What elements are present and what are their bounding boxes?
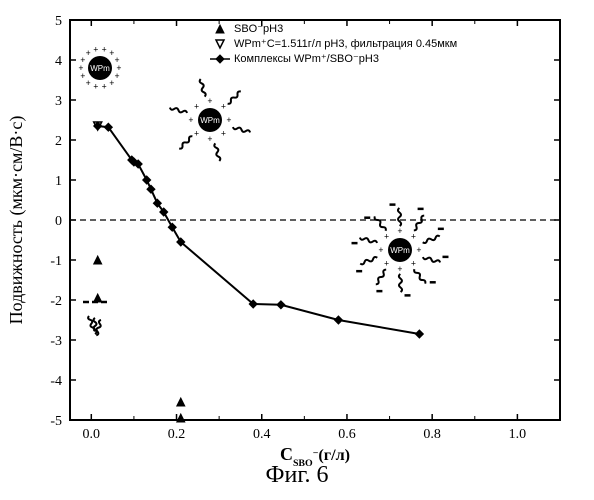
particle-icon: WPm++++++++	[352, 205, 449, 296]
svg-text:0.8: 0.8	[423, 427, 441, 442]
svg-text:+: +	[416, 245, 421, 255]
svg-text:-3: -3	[50, 334, 62, 349]
svg-text:+: +	[115, 55, 120, 65]
svg-text:+: +	[109, 78, 114, 88]
svg-text:2: 2	[55, 134, 62, 149]
svg-text:+: +	[86, 48, 91, 58]
svg-text:+: +	[194, 128, 199, 138]
svg-text:5: 5	[55, 14, 62, 29]
svg-text:+: +	[221, 128, 226, 138]
svg-text:-5: -5	[50, 414, 62, 429]
y-axis-label: Подвижность (мкм·см/В·с)	[6, 116, 27, 325]
svg-text:+: +	[207, 96, 212, 106]
svg-text:+: +	[221, 102, 226, 112]
svg-text:WPm: WPm	[390, 246, 410, 255]
svg-text:0.0: 0.0	[83, 427, 101, 442]
legend: SBO⁻pH3 WPm⁺C=1.511г/л pH3, фильтрация 0.…	[210, 23, 457, 65]
svg-text:3: 3	[55, 94, 62, 109]
svg-text:SBO⁻pH3: SBO⁻pH3	[234, 23, 283, 35]
svg-text:+: +	[411, 232, 416, 242]
svg-text:4: 4	[55, 54, 62, 69]
svg-text:+: +	[194, 102, 199, 112]
series-SBO	[94, 256, 185, 422]
svg-text:+: +	[102, 44, 107, 54]
svg-text:Комплексы WPm⁺/SBO⁻pH3: Комплексы WPm⁺/SBO⁻pH3	[234, 53, 379, 65]
svg-text:0: 0	[55, 214, 62, 229]
svg-text:0.6: 0.6	[338, 427, 356, 442]
svg-text:-1: -1	[50, 254, 62, 269]
svg-text:+: +	[226, 115, 231, 125]
particle-icon: WPm++++++++	[170, 79, 250, 161]
svg-text:1.0: 1.0	[509, 427, 527, 442]
svg-text:+: +	[102, 82, 107, 92]
svg-text:WPm⁺C=1.511г/л pH3, фильтрация: WPm⁺C=1.511г/л pH3, фильтрация 0.45мкм	[234, 38, 457, 50]
svg-text:WPm: WPm	[90, 64, 110, 73]
loose-decor-icon	[83, 302, 107, 335]
svg-text:+: +	[384, 232, 389, 242]
svg-text:+: +	[86, 78, 91, 88]
series-Complexes	[94, 122, 424, 338]
svg-text:-2: -2	[50, 294, 62, 309]
svg-text:+: +	[384, 258, 389, 268]
svg-text:+: +	[207, 134, 212, 144]
svg-text:0.4: 0.4	[253, 427, 271, 442]
particle-icon: WPm++++++++++++++	[78, 44, 121, 91]
svg-text:+: +	[378, 245, 383, 255]
svg-text:+: +	[397, 264, 402, 274]
svg-text:+: +	[188, 115, 193, 125]
svg-text:+: +	[411, 258, 416, 268]
figure-caption: Фиг. 6	[0, 462, 594, 489]
mobility-chart: 0.00.20.40.60.81.0-5-4-3-2-1012345CSBO−(…	[0, 0, 594, 500]
svg-text:-4: -4	[50, 374, 62, 389]
svg-text:WPm: WPm	[200, 116, 220, 125]
svg-text:+: +	[93, 82, 98, 92]
svg-text:+: +	[397, 226, 402, 236]
svg-text:0.2: 0.2	[168, 427, 186, 442]
svg-text:1: 1	[55, 174, 62, 189]
svg-text:+: +	[93, 44, 98, 54]
svg-text:+: +	[115, 71, 120, 81]
